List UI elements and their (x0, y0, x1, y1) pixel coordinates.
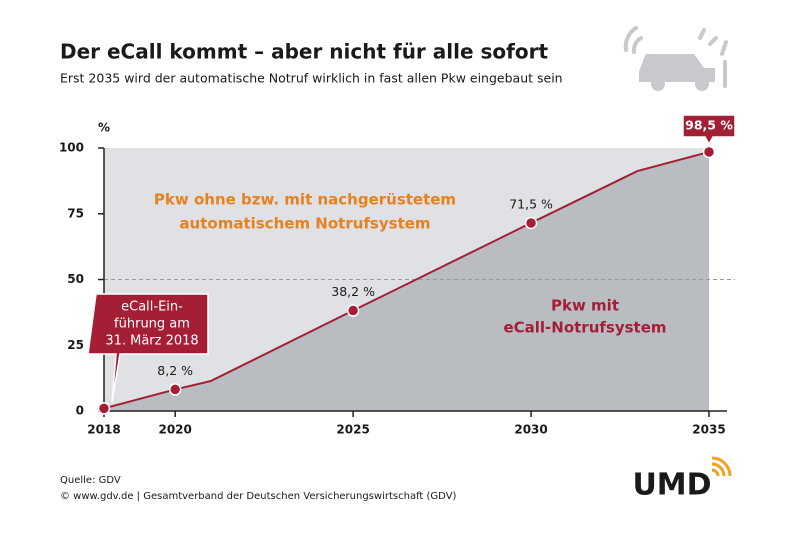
x-tick-label: 2030 (514, 423, 547, 437)
chart-subtitle: Erst 2035 wird der automatische Notruf w… (60, 71, 563, 86)
value-label: 38,2 % (331, 284, 375, 299)
area (104, 151, 709, 411)
point (168, 383, 182, 396)
callout-text: 31. März 2018 (105, 334, 198, 349)
car-icon (623, 26, 728, 88)
car-wheel (651, 77, 665, 91)
area-label: Pkw mit (551, 297, 619, 315)
car-wheel (695, 77, 709, 91)
chart-title: Der eCall kommt – aber nicht für alle so… (60, 40, 548, 64)
callout-text: eCall-Ein- (121, 300, 183, 315)
value-label: 8,2 % (157, 363, 193, 378)
y-tick-label: 50 (67, 272, 84, 286)
label-box (682, 114, 736, 146)
copyright: © www.gdv.de | Gesamtverband der Deutsch… (60, 491, 457, 502)
y-axis-label: % (98, 121, 110, 135)
logo: UMD (632, 468, 711, 503)
callout-text: führung am (114, 317, 190, 332)
value-label: 98,5 % (685, 117, 733, 132)
point (346, 304, 360, 317)
area-label: automatischem Notrufsystem (179, 215, 430, 233)
x-tick-label: 2018 (87, 423, 120, 437)
y-tick-label: 100 (59, 141, 84, 155)
x-tick-label: 2020 (158, 423, 191, 437)
point (702, 145, 716, 159)
point (524, 216, 538, 230)
x-tick-label: 2025 (336, 423, 369, 437)
y-tick-label: 25 (67, 338, 84, 352)
point (97, 402, 111, 415)
x-tick-label: 2035 (692, 423, 725, 437)
callout-box (87, 293, 209, 403)
y-tick-label: 75 (67, 206, 84, 220)
source: Quelle: GDV (60, 475, 121, 486)
value-label: 71,5 % (509, 196, 553, 211)
y-tick-label: 0 (76, 404, 84, 418)
area-label: eCall-Notrufsystem (503, 319, 666, 337)
area-label: Pkw ohne bzw. mit nachgerüstetem (154, 191, 456, 209)
logo-waves (711, 456, 732, 477)
